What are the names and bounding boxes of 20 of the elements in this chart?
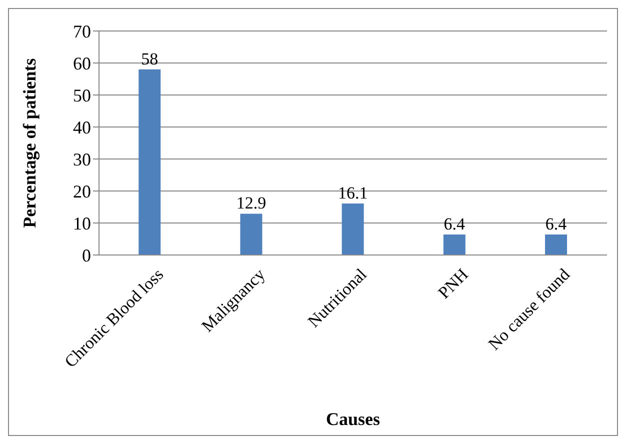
bar: [342, 203, 364, 255]
y-tick-label: 10: [73, 213, 91, 234]
y-tick-label: 20: [73, 181, 91, 202]
bar: [443, 234, 466, 255]
data-label: 6.4: [545, 214, 568, 234]
x-axis-title: Causes: [326, 409, 380, 429]
y-tick-label: 70: [73, 21, 91, 42]
bar: [138, 69, 161, 255]
y-tick-label: 40: [73, 117, 91, 138]
data-label: 12.9: [236, 194, 266, 213]
data-label: 16.1: [338, 183, 368, 202]
y-tick-label: 0: [82, 245, 91, 266]
y-tick-label: 30: [73, 149, 91, 170]
y-axis-title: Percentage of patients: [19, 58, 40, 228]
data-label: 6.4: [444, 214, 466, 234]
data-label: 58: [141, 49, 158, 68]
y-tick-label: 60: [73, 53, 91, 74]
y-tick-label: 50: [73, 85, 91, 106]
bar: [545, 234, 568, 255]
bar: [240, 214, 262, 255]
